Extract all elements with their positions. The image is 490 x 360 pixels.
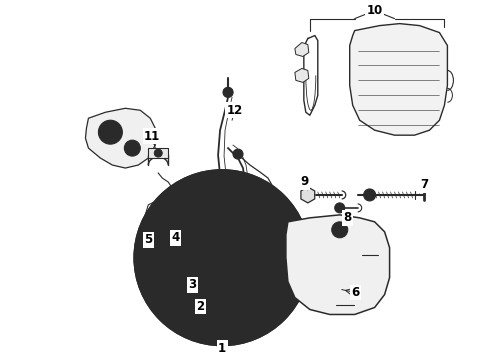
Polygon shape bbox=[85, 108, 155, 168]
Text: 11: 11 bbox=[144, 130, 160, 143]
Text: 8: 8 bbox=[343, 211, 352, 224]
Polygon shape bbox=[295, 68, 309, 82]
Circle shape bbox=[241, 249, 250, 258]
Polygon shape bbox=[286, 215, 390, 315]
Text: 4: 4 bbox=[171, 231, 179, 244]
Circle shape bbox=[202, 271, 211, 280]
Circle shape bbox=[226, 231, 235, 240]
Text: 1: 1 bbox=[218, 342, 226, 355]
Text: 5: 5 bbox=[144, 233, 152, 246]
Circle shape bbox=[233, 149, 243, 159]
Polygon shape bbox=[295, 42, 309, 57]
Polygon shape bbox=[148, 148, 168, 158]
Circle shape bbox=[190, 226, 254, 289]
Text: 7: 7 bbox=[420, 179, 429, 192]
Text: 9: 9 bbox=[301, 175, 309, 189]
Text: 12: 12 bbox=[227, 104, 243, 117]
Circle shape bbox=[139, 245, 165, 271]
Polygon shape bbox=[301, 187, 315, 203]
Text: 6: 6 bbox=[351, 286, 360, 299]
Circle shape bbox=[262, 187, 272, 197]
Circle shape bbox=[226, 276, 235, 285]
Circle shape bbox=[154, 149, 162, 157]
Circle shape bbox=[134, 170, 310, 345]
Circle shape bbox=[197, 241, 206, 250]
Text: 3: 3 bbox=[188, 278, 196, 291]
Circle shape bbox=[161, 241, 189, 269]
Circle shape bbox=[332, 222, 348, 238]
Circle shape bbox=[223, 87, 233, 97]
Text: 2: 2 bbox=[196, 300, 204, 313]
Circle shape bbox=[364, 189, 376, 201]
Circle shape bbox=[98, 120, 122, 144]
Text: 10: 10 bbox=[367, 4, 383, 17]
Circle shape bbox=[124, 140, 140, 156]
Circle shape bbox=[335, 203, 345, 213]
Polygon shape bbox=[350, 24, 447, 135]
